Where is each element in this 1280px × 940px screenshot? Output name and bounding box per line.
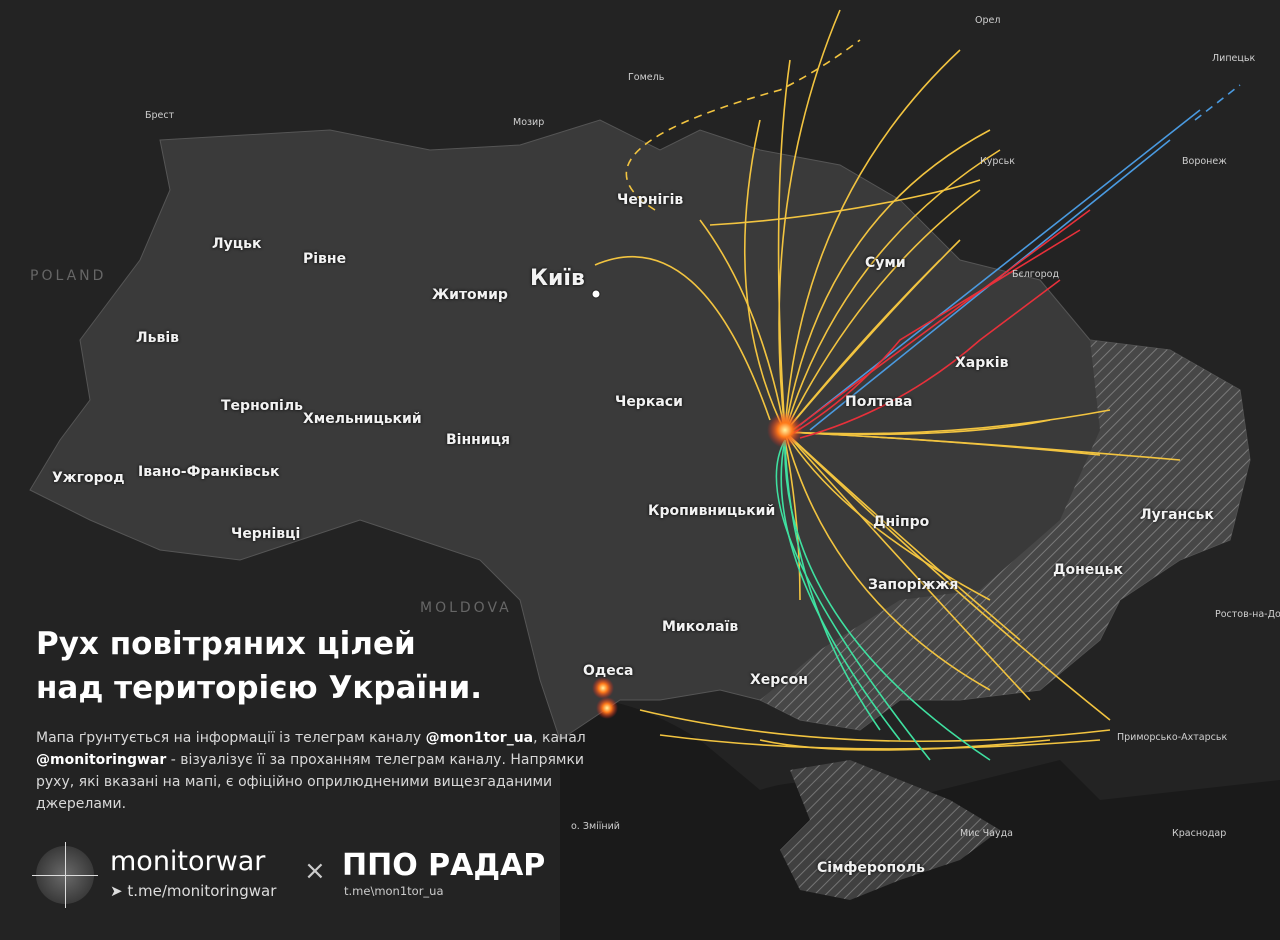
foreign-place-label: Брест (145, 110, 175, 121)
drone-route (784, 149, 1001, 433)
capital-label: Київ (530, 266, 585, 291)
radar-icon (32, 842, 98, 908)
city-label: Полтава (845, 394, 913, 410)
city-label: Луганськ (1140, 507, 1214, 523)
ballistic-route (799, 279, 1061, 439)
country-label: MOLDOVA (420, 600, 512, 616)
missile-route (1194, 84, 1241, 121)
drone-route (778, 9, 841, 433)
drone-route (743, 119, 786, 433)
cruise-missile-route (775, 439, 931, 761)
occupied-territory-crimea (780, 760, 1000, 900)
missile-route (799, 109, 1201, 426)
city-label: Черкаси (615, 394, 683, 410)
cruise-missile-route (780, 439, 901, 741)
city-label: Одеса (583, 663, 634, 679)
desc-text: Мапа ґрунтується на інформації із телегр… (36, 730, 426, 746)
city-label: Донецьк (1053, 562, 1123, 578)
foreign-place-label: Мис Чауда (960, 828, 1013, 839)
ballistic-route (789, 209, 1091, 433)
city-label: Херсон (750, 672, 808, 688)
foreign-place-label: Воронеж (1182, 156, 1227, 167)
city-label: Сімферополь (817, 860, 925, 876)
drone-route (784, 49, 961, 433)
foreign-place-label: Гомель (628, 72, 665, 83)
city-label: Харків (955, 355, 1009, 371)
city-label: Чернігів (617, 192, 684, 208)
desc-text: - візуалізує її за проханням телеграм ка… (36, 752, 585, 812)
foreign-place-label: о. Зміїний (571, 821, 620, 832)
city-label: Кропивницький (648, 503, 776, 519)
occupied-territory-east (760, 340, 1250, 730)
city-label: Львів (136, 330, 179, 346)
drone-route (709, 179, 981, 226)
explosion-icon (592, 677, 614, 699)
foreign-place-label: Курськ (980, 156, 1015, 167)
kyiv-marker (591, 289, 601, 299)
city-label: Житомир (432, 287, 508, 303)
title-line-2: над територією України. (36, 670, 483, 706)
title-line-1: Рух повітряних цілей (36, 626, 416, 662)
cruise-missile-route (784, 439, 991, 761)
drone-route (784, 431, 1111, 721)
city-label: Рівне (303, 251, 347, 267)
drone-route (777, 59, 791, 433)
city-label: Миколаїв (662, 619, 739, 635)
separator: × (304, 856, 326, 886)
drone-route (659, 734, 1101, 750)
drone-route (784, 419, 1051, 436)
cruise-missile-route (784, 439, 881, 731)
drone-route (594, 256, 771, 421)
city-label: Запоріжжя (868, 577, 959, 593)
foreign-place-label: Липецьк (1212, 53, 1256, 64)
channel-handle-monitoringwar[interactable]: @monitoringwar (36, 752, 167, 768)
monitorwar-link-text: t.me/monitoringwar (127, 882, 277, 900)
foreign-place-label: Бєлгород (1012, 269, 1060, 280)
city-label: Чернівці (231, 526, 301, 542)
foreign-place-label: Орел (975, 15, 1001, 26)
drone-route (784, 259, 941, 433)
foreign-place-label: Мозир (513, 117, 545, 128)
drone-route (759, 739, 1051, 751)
foreign-place-label: Приморсько-Ахтарськ (1117, 732, 1228, 743)
ppo-radar-logo: ППО РАДАР (342, 848, 546, 883)
city-label: Луцьк (212, 236, 262, 252)
foreign-place-label: Ростов-на-Дону (1215, 609, 1280, 620)
city-label: Хмельницький (303, 411, 422, 427)
drone-route (784, 439, 801, 601)
monitorwar-logo: monitorwar (110, 846, 266, 877)
drone-route (784, 431, 1021, 641)
city-label: Івано-Франківськ (138, 464, 280, 480)
ballistic-route (789, 229, 1081, 436)
telegram-icon: ➤ (110, 882, 128, 900)
explosion-icon (596, 697, 618, 719)
drone-route (639, 709, 1111, 743)
drone-route (784, 431, 1031, 701)
drone-route (784, 431, 991, 691)
explosion-icon (767, 412, 803, 448)
city-label: Ужгород (52, 470, 125, 486)
drone-route (784, 129, 991, 433)
drone-route (784, 189, 981, 433)
ppo-radar-link[interactable]: t.me\mon1tor_ua (344, 884, 444, 898)
monitorwar-link[interactable]: ➤ t.me/monitoringwar (110, 882, 276, 900)
foreign-place-label: Краснодар (1172, 828, 1227, 839)
city-label: Тернопіль (221, 398, 303, 414)
channel-handle-mon1tor[interactable]: @mon1tor_ua (425, 730, 534, 746)
page-title: Рух повітряних цілей над територією Украї… (36, 622, 482, 710)
city-label: Суми (865, 255, 906, 271)
country-label: POLAND (30, 268, 107, 284)
desc-text: , канал (533, 730, 586, 746)
city-label: Вінниця (446, 432, 510, 448)
description: Мапа ґрунтується на інформації із телегр… (36, 727, 596, 815)
drone-route (699, 219, 786, 433)
drone-route (625, 39, 861, 211)
drone-route (784, 431, 991, 601)
city-label: Дніпро (873, 514, 930, 530)
